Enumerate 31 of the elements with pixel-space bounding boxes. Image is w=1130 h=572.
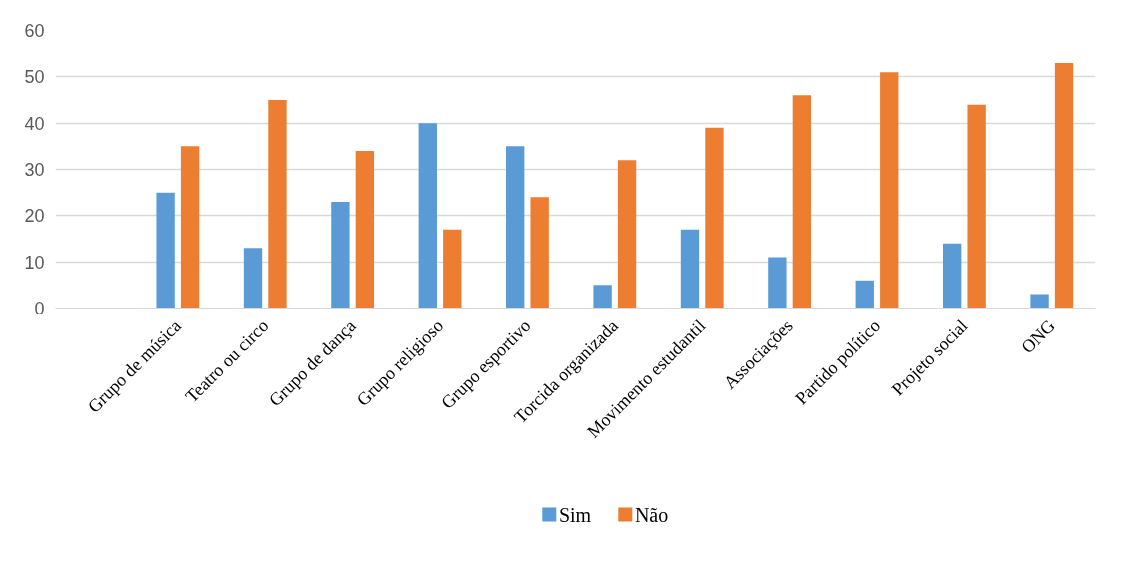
bar — [243, 248, 263, 309]
bar — [180, 146, 200, 309]
bar — [943, 243, 962, 309]
bar — [880, 72, 899, 309]
bar — [1054, 62, 1074, 309]
y-tick-label: 60 — [24, 21, 45, 41]
bar — [768, 257, 787, 309]
y-tick-label: 40 — [24, 113, 45, 134]
y-tick-label: 20 — [24, 206, 45, 227]
bar — [268, 100, 287, 309]
bar — [792, 95, 812, 309]
bar — [418, 123, 437, 309]
bar — [593, 285, 612, 309]
bar — [855, 280, 874, 309]
bar — [530, 197, 549, 309]
y-tick-label: 0 — [34, 298, 45, 319]
bar — [1030, 294, 1049, 309]
bar — [705, 127, 724, 309]
legend-label: Sim — [558, 503, 592, 526]
bar — [506, 146, 525, 309]
y-tick-label: 10 — [24, 252, 45, 273]
bar — [156, 192, 175, 309]
bar — [617, 160, 637, 309]
legend-label: Não — [634, 503, 669, 526]
y-tick-label: 30 — [24, 160, 45, 180]
bar — [331, 201, 350, 309]
bar — [355, 150, 375, 309]
bar — [680, 229, 700, 309]
y-tick-label: 50 — [24, 67, 45, 88]
bar — [443, 229, 462, 309]
bar — [967, 104, 986, 309]
